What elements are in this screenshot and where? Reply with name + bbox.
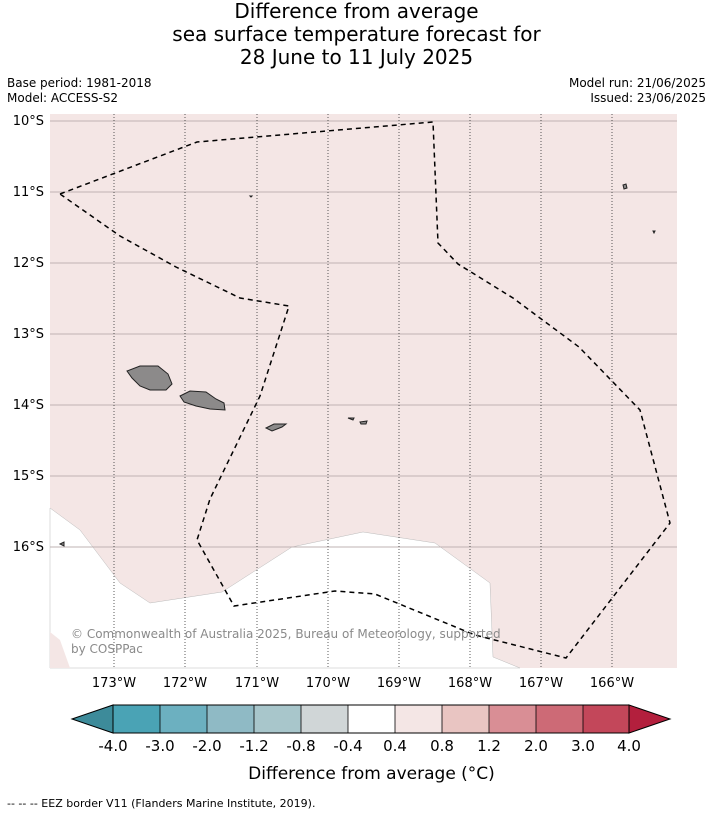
colorbar-outline (112, 704, 630, 734)
colorbar-tick-4: -1.2 (239, 737, 268, 755)
neutral-region (49, 507, 521, 669)
title-line-3: 28 June to 11 July 2025 (239, 45, 474, 69)
colorbar-tick-7: 0.4 (383, 737, 407, 755)
eez-legend-note: -- -- -- EEZ border V11 (Flanders Marine… (7, 797, 316, 810)
lon-label-169w: 169°W (377, 676, 421, 691)
colorbar-tick-12: 4.0 (617, 737, 641, 755)
colorbar-tick-3: -2.0 (192, 737, 221, 755)
lon-label-170w: 170°W (306, 676, 350, 691)
lon-label-171w: 171°W (235, 676, 279, 691)
lat-label-11s: 11°S (13, 185, 44, 200)
colorbar-segment-2 (160, 705, 207, 733)
small-island-southwest (58, 541, 65, 547)
lon-label-167w: 167°W (519, 676, 563, 691)
colorbar-segment-8 (442, 705, 489, 733)
colorbar-segment-10 (536, 705, 583, 733)
islands (58, 183, 656, 547)
lat-label-14s: 14°S (13, 398, 44, 413)
colorbar-tick-10: 2.0 (524, 737, 548, 755)
copyright-line-2: by COSPPac (71, 642, 143, 656)
copyright-line-1: © Commonwealth of Australia 2025, Bureau… (71, 627, 501, 641)
colorbar-segment-7 (395, 705, 442, 733)
title-line-2: sea surface temperature forecast for (172, 22, 541, 46)
lon-gridlines (113, 114, 613, 668)
colorbar-segment-3 (207, 705, 254, 733)
title-line-1: Difference from average (234, 0, 479, 23)
lat-label-13s: 13°S (13, 327, 44, 342)
swains-island (248, 195, 254, 198)
colorbar-segment-1 (113, 705, 160, 733)
meta-right: Model run: 21/06/2025 Issued: 23/06/2025 (569, 76, 706, 106)
copyright-note: © Commonwealth of Australia 2025, Bureau… (71, 627, 501, 656)
colorbar-tick-11: 3.0 (571, 737, 595, 755)
lon-labels: 173°W 172°W 171°W 170°W 169°W 168°W 167°… (92, 676, 634, 691)
base-period: Base period: 1981-2018 (7, 76, 152, 90)
lat-labels: 10°S 11°S 12°S 13°S 14°S 15°S 16°S (13, 114, 44, 555)
colorbar-segment-6 (348, 705, 395, 733)
tau-island (359, 420, 368, 425)
lon-label-166w: 166°W (590, 676, 634, 691)
colorbar-segment-11 (583, 705, 629, 733)
colorbar-dividers (159, 705, 584, 733)
colorbar-label: Difference from average (°C) (248, 764, 495, 784)
colorbar-left-arrow (70, 704, 114, 734)
colorbar-segment-9 (489, 705, 536, 733)
colorbar: -4.0 -3.0 -2.0 -1.2 -0.8 -0.4 0.4 0.8 1.… (70, 704, 672, 755)
colorbar-tick-8: 0.8 (430, 737, 454, 755)
ofu-island (347, 417, 355, 421)
colorbar-right-arrow (628, 704, 672, 734)
colorbar-tick-2: -3.0 (145, 737, 174, 755)
chart-title: Difference from average sea surface temp… (0, 0, 713, 69)
lon-label-173w: 173°W (92, 676, 136, 691)
lat-label-15s: 15°S (13, 469, 44, 484)
colorbar-segment-4 (254, 705, 301, 733)
model-run: Model run: 21/06/2025 (568, 76, 706, 90)
lon-label-172w: 172°W (163, 676, 207, 691)
lat-gridlines (50, 120, 677, 548)
lat-label-10s: 10°S (13, 114, 44, 129)
neutral-corner-bottom-left (50, 632, 70, 668)
lat-label-16s: 16°S (13, 540, 44, 555)
tokelau-island (622, 183, 628, 190)
colorbar-tick-5: -0.8 (286, 737, 315, 755)
small-island-east (652, 230, 656, 235)
lon-label-168w: 168°W (448, 676, 492, 691)
colorbar-tick-6: -0.4 (333, 737, 362, 755)
issued-date: Issued: 23/06/2025 (590, 91, 706, 105)
colorbar-tick-9: 1.2 (477, 737, 501, 755)
model-name: Model: ACCESS-S2 (7, 91, 119, 105)
savaii-island (126, 365, 173, 391)
colorbar-tick-1: -4.0 (98, 737, 127, 755)
tutuila-island (264, 423, 288, 432)
upolu-island (179, 390, 226, 411)
meta-left: Base period: 1981-2018 Model: ACCESS-S2 (7, 76, 152, 106)
lat-label-12s: 12°S (13, 256, 44, 271)
colorbar-segment-5 (301, 705, 348, 733)
colorbar-ticks: -4.0 -3.0 -2.0 -1.2 -0.8 -0.4 0.4 0.8 1.… (98, 737, 641, 755)
